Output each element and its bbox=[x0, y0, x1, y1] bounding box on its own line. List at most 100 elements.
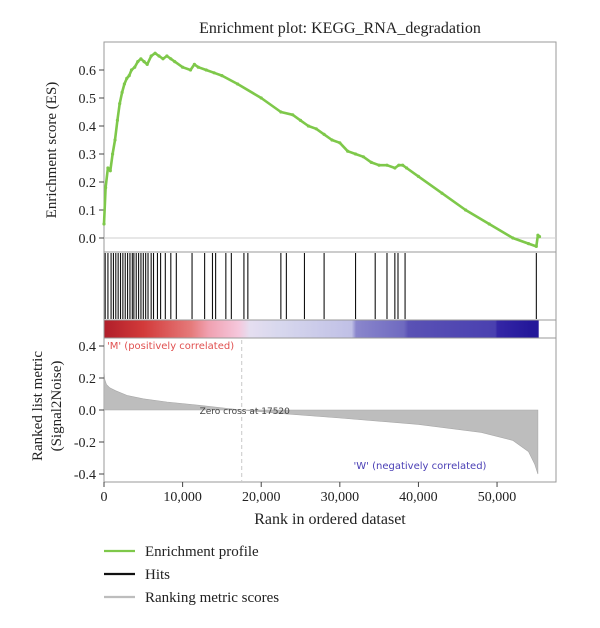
ranked-metric-panel: 0.4 0.2 0.0 -0.2 -0.4 'M' (positively correla… bbox=[74, 337, 557, 483]
enrichment-profile-point bbox=[149, 54, 153, 58]
enrichment-profile-point bbox=[188, 68, 193, 72]
enrichment-profile-point bbox=[330, 138, 334, 142]
ranked-y-tick-label: 0.4 bbox=[79, 340, 97, 355]
enrichment-profile-point bbox=[196, 65, 200, 69]
enrichment-profile-point bbox=[115, 118, 119, 122]
enrichment-profile-point bbox=[314, 127, 318, 131]
enrichment-profile-point bbox=[526, 242, 531, 246]
x-tick-label: 50,000 bbox=[478, 490, 517, 505]
hits-panel-frame bbox=[103, 251, 557, 321]
enrichment-profile-point bbox=[534, 244, 538, 248]
legend-label: Ranking metric scores bbox=[145, 590, 279, 606]
x-tick-label: 0 bbox=[101, 490, 108, 505]
ranked-y-tick-label: -0.2 bbox=[74, 436, 96, 451]
enrichment-profile-point bbox=[120, 90, 124, 94]
enrichment-profile-point bbox=[157, 54, 161, 58]
es-y-tick-label: 0.3 bbox=[79, 148, 97, 163]
enrichment-profile-point bbox=[487, 222, 491, 226]
enrichment-profile-point bbox=[192, 62, 196, 66]
x-axis-label: Rank in ordered dataset bbox=[254, 511, 406, 528]
es-y-axis-label: Enrichment score (ES) bbox=[44, 82, 60, 219]
enrichment-profile-point bbox=[361, 155, 365, 159]
enrichment-profile-point bbox=[108, 169, 112, 173]
enrichment-profile-point bbox=[401, 163, 405, 167]
enrichment-profile-point bbox=[136, 60, 140, 64]
enrichment-profile-point bbox=[279, 110, 283, 114]
enrichment-profile-point bbox=[169, 57, 173, 61]
enrichment-profile-point bbox=[139, 57, 143, 61]
enrichment-profile-point bbox=[298, 118, 303, 122]
enrichment-profile-point bbox=[291, 113, 295, 117]
ranked-y-tick-label: 0.2 bbox=[79, 372, 97, 387]
enrichment-profile-point bbox=[129, 68, 134, 72]
enrichment-profile-point bbox=[393, 166, 397, 170]
enrichment-profile-point bbox=[537, 235, 542, 239]
enrichment-profile-point bbox=[118, 102, 122, 106]
x-tick-label: 10,000 bbox=[163, 490, 202, 505]
enrichment-profile-point bbox=[122, 82, 126, 86]
enrichment-profile-point bbox=[173, 60, 177, 64]
legend-label: Enrichment profile bbox=[145, 544, 259, 560]
ranked-y-tick-label: 0.0 bbox=[79, 404, 97, 419]
enrichment-profile-point bbox=[125, 76, 129, 80]
enrichment-profile-point bbox=[212, 71, 216, 75]
es-y-tick-label: 0.1 bbox=[79, 204, 97, 219]
enrichment-profile-point bbox=[142, 60, 146, 64]
enrichment-profile-point bbox=[440, 191, 444, 195]
enrichment-profile-point bbox=[181, 65, 185, 69]
x-tick-label: 30,000 bbox=[321, 490, 360, 505]
enrichment-profile-point bbox=[322, 132, 326, 136]
enrichment-profile-point bbox=[464, 208, 468, 212]
enrichment-profile-point bbox=[405, 166, 409, 170]
legend: Enrichment profile Hits Ranking metric sco… bbox=[104, 544, 279, 606]
ranked-y-axis-label: Ranked list metric bbox=[30, 351, 46, 461]
x-tick-label: 40,000 bbox=[399, 490, 438, 505]
x-tick-label: 20,000 bbox=[242, 490, 281, 505]
es-y-tick-label: 0.4 bbox=[79, 120, 97, 135]
enrichment-profile-point bbox=[385, 163, 389, 167]
enrichment-profile-point bbox=[369, 160, 373, 164]
legend-label: Hits bbox=[145, 567, 170, 583]
enrichment-profile-line bbox=[102, 51, 541, 248]
enrichment-profile-point bbox=[306, 124, 310, 128]
enrichment-profile-point bbox=[338, 141, 342, 145]
enrichment-profile-point bbox=[133, 65, 137, 69]
rank-color-bar bbox=[103, 319, 557, 339]
enrichment-profile-point bbox=[511, 236, 515, 240]
es-y-tick-label: 0.2 bbox=[79, 176, 97, 191]
zero-cross-label: Zero cross at 17520 bbox=[200, 407, 291, 417]
chart-title: Enrichment plot: KEGG_RNA_degradation bbox=[199, 20, 481, 37]
enrichment-profile-point bbox=[236, 82, 240, 86]
enrichment-profile-point bbox=[416, 174, 420, 178]
enrichment-profile-point bbox=[353, 152, 358, 156]
x-axis: 0 10,000 20,000 30,000 40,000 50,000 bbox=[101, 482, 517, 505]
enrichment-profile-point bbox=[145, 62, 149, 66]
es-panel: 0.0 0.1 0.2 0.3 0.4 0.5 0.6 bbox=[79, 41, 557, 253]
enrichment-profile-point bbox=[153, 51, 157, 55]
colorbar-fill bbox=[104, 320, 539, 338]
enrichment-profile-point bbox=[104, 186, 108, 190]
es-y-tick-label: 0.6 bbox=[79, 64, 97, 79]
enrichment-profile-point bbox=[113, 138, 117, 142]
ranked-y-tick-label: -0.4 bbox=[74, 468, 96, 483]
ranked-y-axis-label-2: (Signal2Noise) bbox=[49, 361, 65, 452]
enrichment-profile-point bbox=[346, 149, 350, 153]
negatively-correlated-label: 'W' (negatively correlated) bbox=[354, 461, 487, 472]
enrichment-profile-point bbox=[259, 96, 263, 100]
positively-correlated-label: 'M' (positively correlated) bbox=[107, 341, 234, 352]
es-panel-frame bbox=[103, 41, 557, 253]
enrichment-profile-point bbox=[106, 166, 110, 170]
ranking-metric-area bbox=[103, 369, 539, 475]
enrichment-profile-point bbox=[377, 163, 381, 167]
es-y-tick-label: 0.0 bbox=[79, 232, 97, 247]
enrichment-profile-point bbox=[127, 74, 131, 78]
es-y-tick-label: 0.5 bbox=[79, 92, 97, 107]
enrichment-profile-point bbox=[397, 163, 401, 167]
enrichment-profile-point bbox=[161, 57, 165, 61]
enrichment-profile-point bbox=[111, 152, 115, 156]
enrichment-profile-point bbox=[204, 68, 208, 72]
enrichment-profile-point bbox=[102, 222, 106, 226]
enrichment-profile-point bbox=[165, 54, 169, 58]
hits-panel bbox=[103, 251, 557, 321]
